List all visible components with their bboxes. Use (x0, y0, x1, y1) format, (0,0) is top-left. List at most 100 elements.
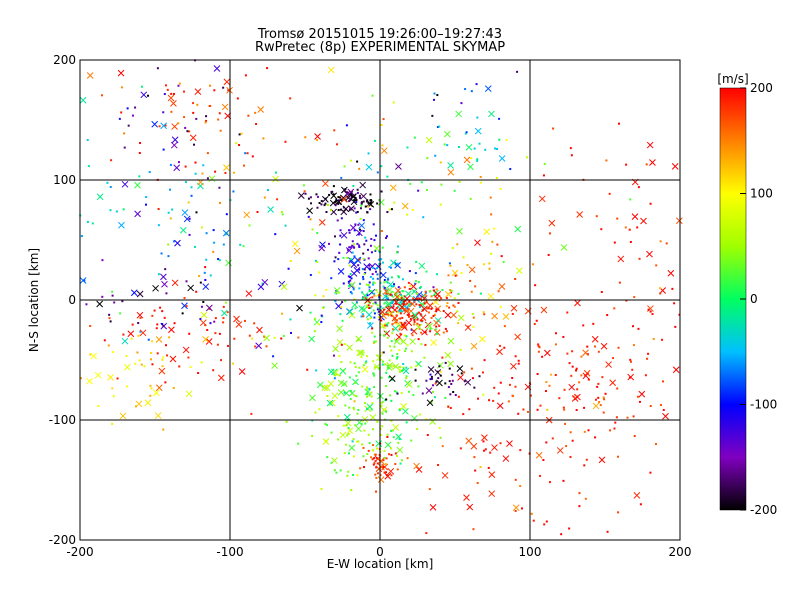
data-point (655, 264, 658, 267)
data-point (349, 273, 352, 276)
data-point (358, 194, 361, 197)
data-point (374, 249, 377, 252)
data-point-x (369, 414, 377, 421)
data-point (376, 304, 379, 307)
data-point-x (107, 374, 114, 381)
data-point (617, 346, 620, 349)
data-point (304, 192, 307, 195)
data-point (401, 307, 404, 310)
data-point (415, 303, 418, 306)
data-point-x (447, 162, 454, 169)
data-point (202, 300, 205, 303)
data-point (570, 374, 573, 377)
data-point (169, 188, 172, 191)
data-point (172, 240, 175, 243)
data-point (144, 203, 147, 206)
data-point (342, 256, 345, 259)
data-point (315, 259, 318, 262)
data-point (159, 306, 162, 309)
data-point (463, 380, 466, 383)
data-point (409, 284, 412, 287)
data-point (381, 425, 384, 428)
data-point (202, 164, 205, 167)
data-point-x (487, 292, 495, 300)
data-point (372, 302, 375, 305)
data-point (545, 381, 548, 384)
data-point (109, 320, 112, 323)
data-point (372, 277, 375, 280)
data-point (375, 340, 378, 343)
data-point (126, 107, 129, 110)
data-point (595, 215, 598, 218)
data-point (376, 308, 379, 311)
data-point (637, 186, 640, 189)
data-point-x (627, 373, 635, 381)
data-point (339, 313, 342, 316)
data-point (335, 292, 338, 295)
data-point (678, 313, 681, 316)
data-point (357, 371, 360, 374)
data-point (552, 127, 555, 130)
data-point (333, 201, 336, 204)
data-point (353, 207, 356, 210)
data-point (617, 455, 620, 458)
data-point (226, 311, 229, 314)
data-point (336, 292, 339, 295)
data-point (243, 164, 246, 167)
data-point (387, 321, 390, 324)
data-point (373, 386, 376, 389)
data-point (356, 412, 359, 415)
data-point (311, 228, 314, 231)
data-point (197, 372, 200, 375)
data-point-x (119, 412, 127, 420)
data-point (617, 511, 620, 514)
data-point (410, 350, 413, 353)
data-point (613, 241, 616, 244)
data-point (153, 309, 156, 312)
data-point-x (441, 472, 449, 479)
data-point (362, 278, 365, 281)
data-point (389, 302, 392, 305)
data-point (370, 251, 373, 254)
data-point-x (343, 389, 350, 397)
data-point (382, 313, 385, 316)
data-point (89, 353, 92, 356)
data-point-x (402, 367, 410, 375)
data-point (337, 196, 340, 199)
data-point (448, 367, 451, 370)
data-point-x (346, 427, 354, 435)
data-point (423, 356, 426, 359)
data-point (287, 267, 290, 270)
data-point (366, 248, 369, 251)
data-point (637, 327, 640, 330)
data-point (362, 446, 365, 449)
data-point (402, 290, 405, 293)
data-point (449, 264, 452, 267)
data-point (171, 208, 174, 211)
data-point (498, 117, 501, 120)
data-point (625, 299, 628, 302)
data-point (361, 385, 364, 388)
data-point (451, 379, 454, 382)
data-point-x (409, 300, 416, 308)
data-point (632, 344, 635, 347)
data-point (177, 122, 180, 125)
data-point-x (321, 384, 329, 392)
data-point-x (217, 374, 225, 382)
data-point (346, 434, 349, 437)
data-point (344, 188, 347, 191)
data-point-x (94, 371, 102, 379)
data-point (368, 387, 371, 390)
data-point (400, 391, 403, 394)
data-point (659, 287, 662, 290)
data-point (151, 340, 154, 343)
data-point (514, 277, 517, 280)
data-point (349, 275, 352, 278)
data-point (337, 415, 340, 418)
data-point (436, 126, 439, 129)
data-point-x (400, 403, 408, 410)
data-point (514, 385, 517, 388)
data-point (405, 335, 408, 338)
data-point (280, 337, 283, 340)
data-point (416, 318, 419, 321)
